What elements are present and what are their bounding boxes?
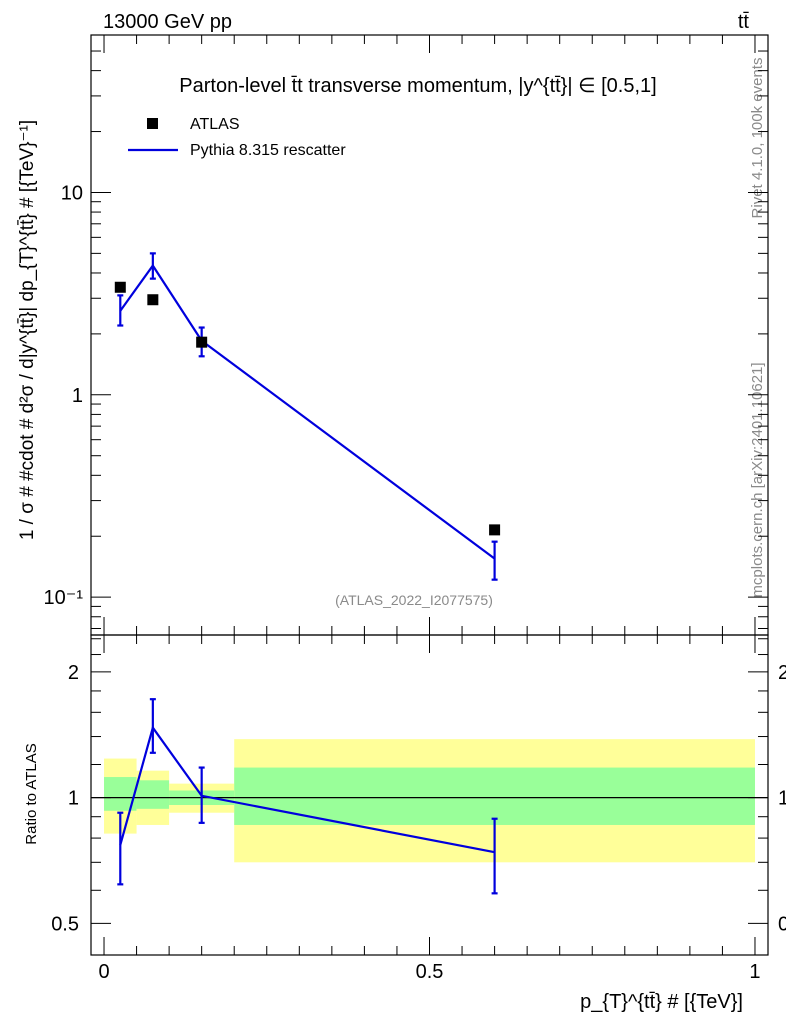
chart-title: Parton-level t̄t transverse momentum, |y…: [179, 75, 656, 97]
ratio-y-tick-label-right: 0.5: [778, 913, 786, 935]
y-tick-label: 10⁻¹: [44, 587, 84, 609]
x-axis-label: p_{T}^{tt̄} # [{TeV}]: [580, 991, 743, 1013]
legend: ATLAS Pythia 8.315 rescatter: [128, 116, 346, 159]
x-tick-label: 1: [749, 961, 760, 983]
ratio-y-axis-label: Ratio to ATLAS: [23, 743, 40, 844]
ratio-y-tick-label-right: 2: [778, 662, 786, 684]
ratio-panel: 0.5 0.5 1 1 2 2 0 0.5 1: [51, 634, 786, 983]
legend-marker-atlas: [147, 118, 158, 129]
uncertainty-band-inner: [136, 780, 170, 809]
ratio-y-tick-label: 0.5: [51, 913, 79, 935]
x-tick-label: 0: [98, 961, 109, 983]
ratio-y-tick-label: 1: [68, 788, 79, 810]
ratio-y-tick-label-right: 1: [778, 788, 786, 810]
y-tick-label: 1: [72, 385, 83, 407]
ratio-y-tick-label: 2: [68, 662, 79, 684]
analysis-id: (ATLAS_2022_I2077575): [335, 592, 493, 608]
data-point: [147, 294, 159, 306]
legend-label-atlas: ATLAS: [190, 116, 240, 133]
energy-label: 13000 GeV pp: [103, 11, 232, 33]
data-point: [114, 281, 126, 293]
legend-label-pythia: Pythia 8.315 rescatter: [190, 142, 346, 159]
y-tick-label: 10: [61, 182, 83, 204]
x-tick-label: 0.5: [416, 961, 444, 983]
rivet-label: Rivet 4.1.0, 100k events: [749, 58, 766, 219]
y-axis-label: 1 / σ # #cdot # d²σ / d|y^{tt̄}| dp_{T}^…: [17, 120, 38, 540]
data-point: [196, 336, 208, 348]
process-label: tt̄: [738, 11, 750, 33]
mc-line: [119, 263, 496, 560]
data-point: [489, 524, 501, 536]
uncertainty-band-inner: [234, 767, 755, 825]
ratio-mc-line: [119, 725, 495, 854]
mcplots-label: mcplots.cern.ch [arXiv:2401.10621]: [749, 362, 766, 597]
